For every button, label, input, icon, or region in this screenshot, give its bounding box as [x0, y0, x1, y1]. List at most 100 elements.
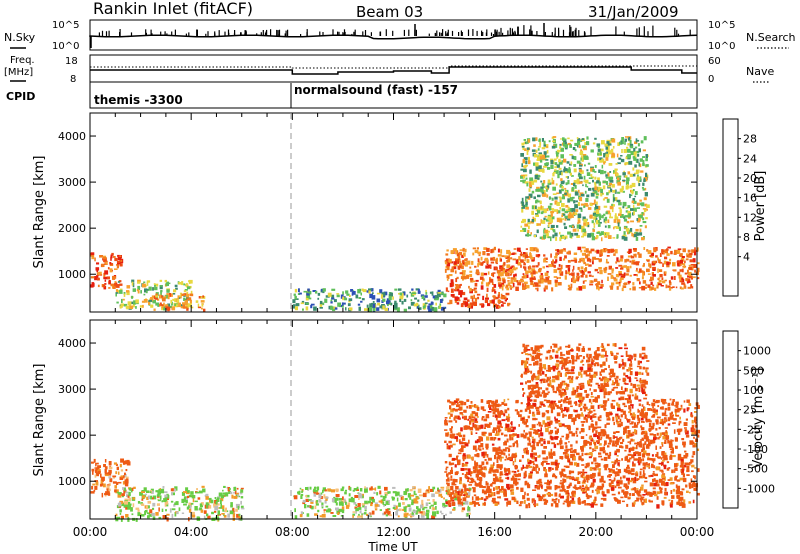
echo-cell	[469, 302, 474, 307]
echo-cell	[203, 510, 207, 514]
echo-cell	[336, 294, 340, 298]
echo-cell	[642, 221, 647, 224]
echo-cell	[115, 471, 118, 475]
echo-cell	[496, 456, 498, 460]
echo-cell	[617, 177, 620, 181]
echo-cell	[681, 282, 685, 285]
echo-cell	[564, 168, 568, 172]
echo-cell	[542, 278, 545, 283]
echo-cell	[485, 297, 489, 300]
echo-cell	[619, 445, 623, 448]
echo-cell	[96, 462, 99, 465]
echo-cell	[504, 255, 508, 258]
echo-cell	[186, 298, 190, 301]
echo-cell	[327, 292, 332, 297]
echo-cell	[188, 280, 191, 282]
echo-cell	[489, 265, 492, 269]
echo-cell	[445, 513, 447, 516]
echo-cell	[680, 287, 684, 290]
echo-cell	[521, 208, 524, 213]
echo-cell	[553, 444, 557, 448]
echo-cell	[620, 414, 623, 418]
echo-cell	[561, 160, 564, 163]
freq-label: Freq.	[10, 55, 35, 66]
echo-cell	[562, 137, 565, 141]
echo-cell	[556, 459, 558, 463]
echo-cell	[573, 456, 576, 460]
echo-cell	[104, 474, 109, 477]
echo-cell	[560, 404, 563, 408]
echo-cell	[671, 495, 675, 499]
echo-cell	[596, 231, 600, 234]
echo-cell	[526, 147, 530, 150]
echo-cell	[582, 484, 584, 488]
echo-cell	[544, 469, 548, 472]
echo-cell	[199, 507, 203, 511]
echo-cell	[597, 468, 602, 470]
echo-cell	[638, 462, 641, 466]
echo-cell	[536, 411, 541, 415]
echo-cell	[600, 429, 605, 434]
echo-cell	[565, 433, 570, 438]
echo-cell	[187, 286, 191, 290]
echo-cell	[481, 451, 485, 457]
echo-cell	[573, 401, 577, 404]
echo-cell	[613, 477, 616, 481]
echo-cell	[142, 304, 144, 308]
echo-cell	[356, 489, 359, 491]
echo-cell	[617, 222, 620, 227]
echo-cell	[492, 256, 496, 261]
echo-cell	[352, 511, 356, 513]
echo-cell	[614, 213, 617, 216]
echo-cell	[555, 236, 558, 241]
echo-cell	[500, 432, 504, 436]
echo-cell	[112, 476, 115, 479]
echo-cell	[662, 401, 666, 404]
echo-cell	[633, 451, 637, 456]
echo-cell	[644, 480, 648, 483]
echo-cell	[461, 437, 466, 441]
echo-cell	[561, 186, 564, 189]
echo-cell	[592, 169, 595, 173]
echo-cell	[468, 405, 472, 409]
echo-cell	[469, 501, 473, 505]
echo-cell	[545, 265, 550, 268]
echo-cell	[620, 214, 624, 218]
colorbar-tick-label: 8	[743, 231, 750, 244]
echo-cell	[525, 248, 528, 250]
echo-cell	[610, 248, 615, 253]
echo-cell	[518, 256, 521, 261]
echo-cell	[652, 266, 656, 271]
echo-cell	[307, 288, 310, 292]
echo-cell	[651, 263, 656, 266]
echo-cell	[640, 496, 645, 499]
echo-cell	[431, 291, 434, 296]
echo-cell	[120, 515, 124, 519]
echo-cell	[593, 449, 597, 452]
echo-cell	[556, 442, 559, 446]
echo-cell	[641, 270, 644, 273]
echo-cell	[672, 439, 674, 442]
echo-cell	[597, 472, 601, 477]
echo-cell	[538, 467, 540, 471]
echo-cell	[432, 507, 435, 511]
echo-cell	[636, 499, 639, 502]
echo-cell	[357, 515, 361, 518]
echo-cell	[379, 305, 382, 309]
echo-cell	[481, 281, 484, 285]
echo-cell	[433, 296, 436, 301]
echo-cell	[572, 147, 576, 150]
echo-cell	[124, 500, 128, 505]
echo-cell	[536, 229, 539, 234]
echo-cell	[662, 263, 664, 267]
echo-cell	[460, 491, 464, 493]
echo-cell	[583, 500, 586, 504]
echo-cell	[96, 262, 100, 265]
echo-cell	[617, 469, 621, 473]
echo-cell	[557, 462, 560, 465]
echo-cell	[642, 217, 645, 221]
echo-cell	[237, 505, 240, 510]
echo-cell	[683, 422, 688, 426]
echo-cell	[157, 498, 159, 501]
echo-cell	[551, 455, 553, 459]
